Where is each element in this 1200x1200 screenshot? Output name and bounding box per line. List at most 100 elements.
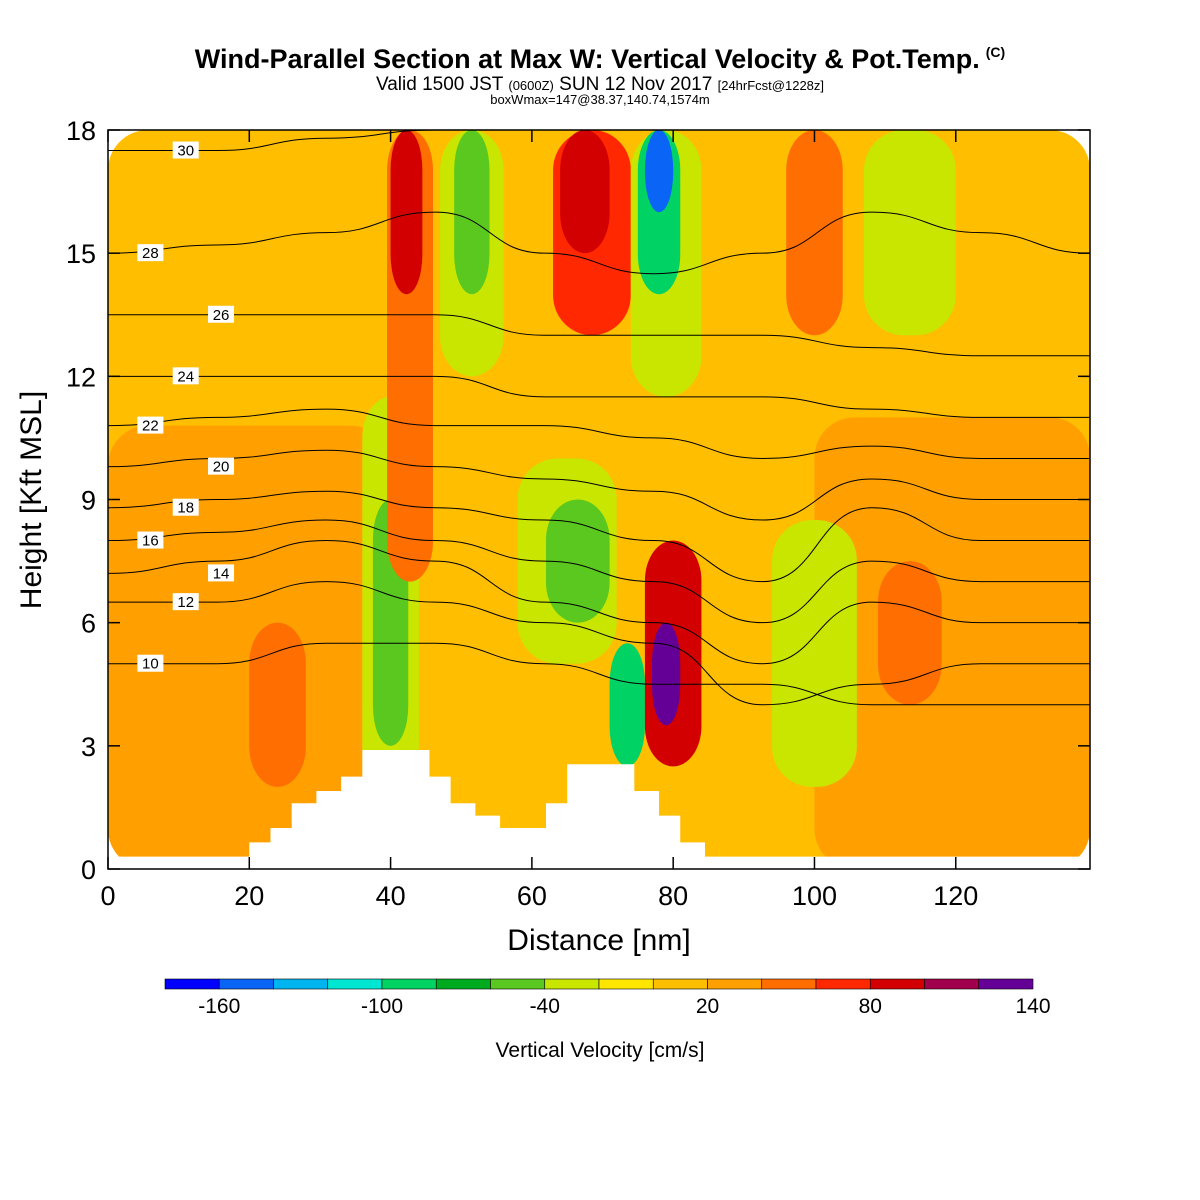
colorbar-tick-label: -160 <box>198 995 240 1018</box>
theta-contour-line <box>108 211 1090 275</box>
colorbar-swatch <box>273 978 329 990</box>
x-tick-label: 120 <box>933 881 978 911</box>
velocity-region <box>546 499 610 623</box>
theta-contour-line <box>108 540 1090 665</box>
colorbar-swatch <box>381 978 437 990</box>
x-tick-label: 80 <box>658 881 688 911</box>
colorbar-tick-label: -40 <box>530 995 560 1018</box>
valid-date: SUN 12 Nov 2017 <box>559 74 713 95</box>
colorbar-tick-label: 20 <box>696 995 719 1018</box>
colorbar-swatch <box>924 978 980 990</box>
contour-label: 28 <box>142 245 159 262</box>
contour-label-box <box>137 531 164 549</box>
contour-label-box <box>137 416 164 434</box>
velocity-region <box>878 561 942 705</box>
theta-contour-line <box>108 130 1090 152</box>
y-tick-label: 12 <box>66 362 96 392</box>
contour-label: 14 <box>213 565 230 582</box>
velocity-region <box>249 622 306 787</box>
contour-label-box <box>208 457 235 475</box>
theta-contour-line <box>108 581 1090 706</box>
velocity-region <box>560 130 610 254</box>
velocity-field <box>108 130 1090 869</box>
theta-contour-line <box>108 314 1090 357</box>
y-tick-label: 3 <box>81 732 96 762</box>
valid-prefix: Valid 1500 JST <box>375 74 504 95</box>
contour-label-box <box>137 244 164 262</box>
colorbar-swatch <box>544 978 600 990</box>
terrain-profile <box>108 749 1090 869</box>
colorbar-swatch <box>164 978 220 990</box>
y-axis-title: Height [Kft MSL] <box>15 391 48 609</box>
axes: 0 20 40 60 80 100 120 0 3 6 9 12 15 18 <box>66 116 1090 911</box>
colorbar-tick-label: 80 <box>859 995 882 1018</box>
chart-subtitle: Valid 1500 JST (0600Z) SUN 12 Nov 2017 [… <box>0 74 1200 96</box>
colorbar: -160 -100 -40 20 80 140 <box>164 978 1051 1018</box>
contour-label: 16 <box>142 533 159 550</box>
contour-label: 20 <box>213 459 230 476</box>
contour-label-box <box>172 593 199 611</box>
contour-label: 12 <box>177 594 194 611</box>
contour-label-box <box>208 564 235 582</box>
colorbar-swatch <box>652 978 708 990</box>
colorbar-swatch <box>218 978 274 990</box>
y-tick-label: 18 <box>66 116 96 146</box>
colorbar-swatch <box>707 978 763 990</box>
colorbar-tick-label: 140 <box>1015 995 1050 1018</box>
contour-label: 18 <box>177 500 194 517</box>
velocity-region <box>863 130 956 336</box>
forecast-info: [24hrFcst@1228z] <box>717 78 825 93</box>
theta-contours: 10 12 14 16 18 20 22 24 26 28 30 <box>108 130 1090 706</box>
contour-label: 30 <box>177 143 194 160</box>
colorbar-swatch <box>598 978 654 990</box>
colorbar-swatch <box>815 978 871 990</box>
theta-contour-line <box>108 490 1090 583</box>
chart-title-main: Wind-Parallel Section at Max W: Vertical… <box>194 44 980 74</box>
colorbar-tick-label: -100 <box>361 995 403 1018</box>
velocity-region <box>814 417 1090 869</box>
x-tick-label: 60 <box>517 881 547 911</box>
contour-label: 10 <box>142 656 159 673</box>
theta-contour-line <box>108 519 1090 624</box>
terrain <box>108 749 1090 869</box>
utc-time: (0600Z) <box>508 78 554 93</box>
velocity-region <box>609 643 645 767</box>
velocity-region <box>772 520 857 787</box>
theta-contour-line <box>108 375 1090 418</box>
y-tick-label: 15 <box>66 239 96 269</box>
contour-label-box <box>208 305 235 323</box>
velocity-region <box>786 130 843 336</box>
colorbar-swatch <box>435 978 491 990</box>
velocity-region <box>651 622 681 726</box>
theta-contour-line <box>108 449 1090 521</box>
velocity-region <box>108 425 391 869</box>
y-tick-label: 6 <box>81 609 96 639</box>
colorbar-swatch <box>327 978 383 990</box>
x-tick-label: 0 <box>100 881 115 911</box>
x-axis-title: Distance [nm] <box>507 924 690 957</box>
velocity-region <box>454 130 490 295</box>
contour-label-box <box>172 141 199 159</box>
colorbar-swatch <box>978 978 1034 990</box>
velocity-region <box>644 130 674 213</box>
boxmax-info: boxWmax=147@38.37,140.74,1574m <box>490 92 710 107</box>
colorbar-swatch <box>761 978 817 990</box>
contour-label: 22 <box>142 418 159 435</box>
velocity-region <box>390 130 423 295</box>
theta-contour-line <box>108 408 1090 459</box>
colorbar-swatch <box>869 978 925 990</box>
chart-title: Wind-Parallel Section at Max W: Vertical… <box>0 44 1200 75</box>
colorbar-title: Vertical Velocity [cm/s] <box>496 1039 705 1062</box>
x-tick-label: 40 <box>376 881 406 911</box>
y-tick-label: 0 <box>81 855 96 885</box>
contour-label-box <box>172 367 199 385</box>
x-tick-label: 100 <box>792 881 837 911</box>
colorbar-swatch <box>490 978 546 990</box>
x-tick-label: 20 <box>234 881 264 911</box>
contour-label-box <box>172 498 199 516</box>
theta-contour-line <box>108 642 1090 706</box>
contour-label: 24 <box>177 368 194 385</box>
contour-label-box <box>137 654 164 672</box>
contour-label: 26 <box>213 307 230 324</box>
